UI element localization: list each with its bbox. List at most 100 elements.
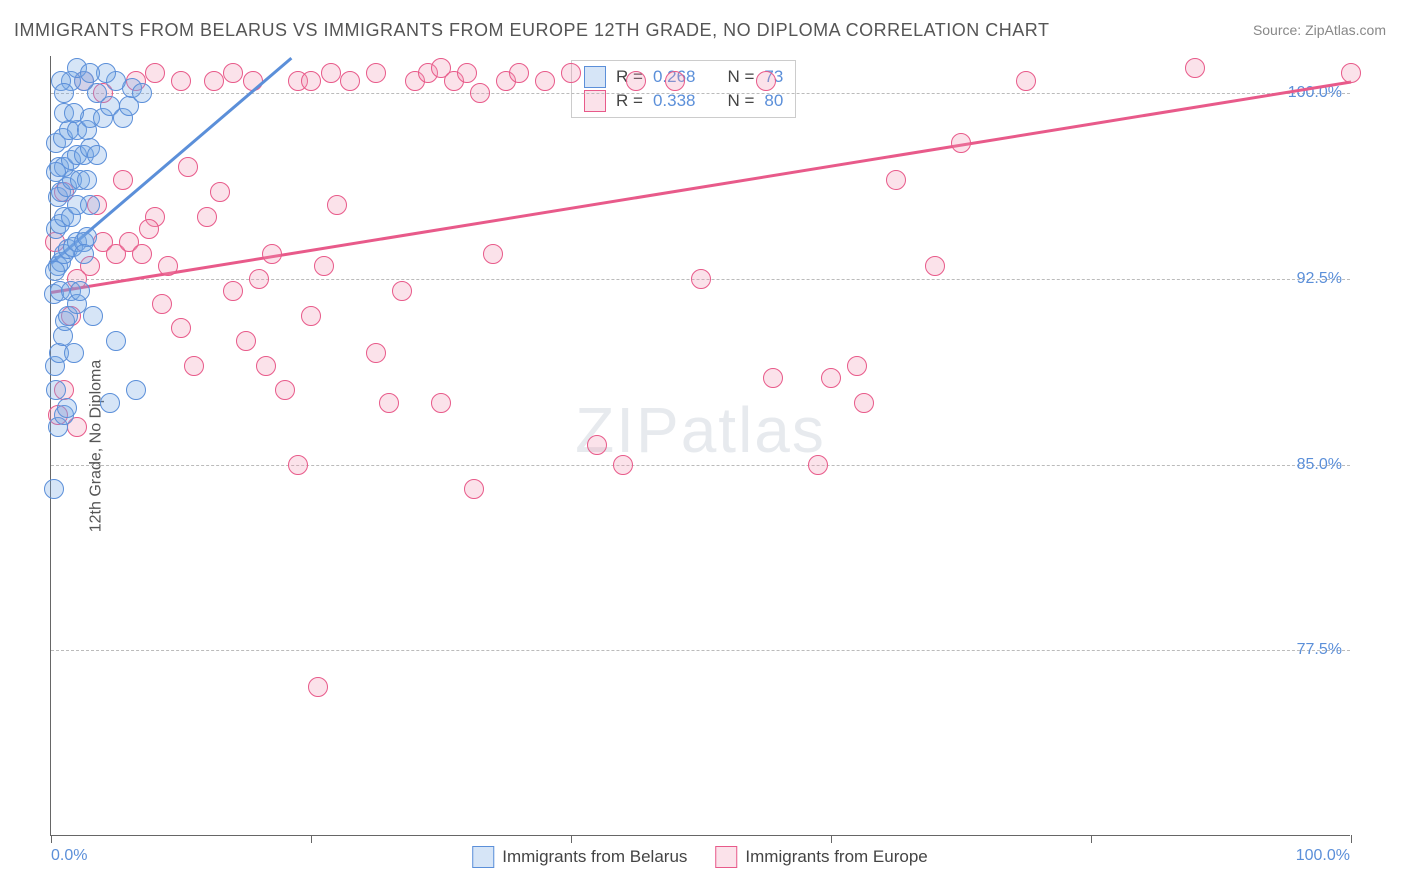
data-point	[132, 244, 152, 264]
data-point	[126, 380, 146, 400]
data-point	[366, 63, 386, 83]
data-point	[44, 479, 64, 499]
x-axis-label: 0.0%	[51, 847, 87, 865]
data-point	[262, 244, 282, 264]
data-point	[1341, 63, 1361, 83]
data-point	[54, 83, 74, 103]
data-point	[431, 393, 451, 413]
legend-swatch	[715, 846, 737, 868]
data-point	[756, 71, 776, 91]
data-point	[340, 71, 360, 91]
data-point	[561, 63, 581, 83]
legend-item: Immigrants from Belarus	[472, 846, 687, 868]
data-point	[808, 455, 828, 475]
source-attribution: Source: ZipAtlas.com	[1253, 22, 1386, 38]
data-point	[132, 83, 152, 103]
x-tick	[1091, 835, 1092, 843]
data-point	[236, 331, 256, 351]
y-tick-label: 92.5%	[1297, 270, 1342, 288]
data-point	[1016, 71, 1036, 91]
data-point	[301, 71, 321, 91]
legend-series-name: Immigrants from Belarus	[502, 847, 687, 867]
legend-swatch	[584, 66, 606, 88]
data-point	[327, 195, 347, 215]
data-point	[223, 63, 243, 83]
data-point	[886, 170, 906, 190]
data-point	[256, 356, 276, 376]
chart-container: ZIPatlas R =0.268N =73R =0.338N =80 77.5…	[50, 56, 1350, 836]
data-point	[470, 83, 490, 103]
data-point	[951, 133, 971, 153]
data-point	[204, 71, 224, 91]
data-point	[464, 479, 484, 499]
legend-swatch	[472, 846, 494, 868]
data-point	[1185, 58, 1205, 78]
data-point	[665, 71, 685, 91]
data-point	[379, 393, 399, 413]
x-tick	[311, 835, 312, 843]
data-point	[613, 455, 633, 475]
data-point	[184, 356, 204, 376]
data-point	[77, 170, 97, 190]
x-tick	[831, 835, 832, 843]
data-point	[46, 162, 66, 182]
series-legend: Immigrants from Belarus Immigrants from E…	[472, 846, 928, 868]
data-point	[587, 435, 607, 455]
data-point	[763, 368, 783, 388]
legend-series-name: Immigrants from Europe	[745, 847, 927, 867]
data-point	[249, 269, 269, 289]
data-point	[483, 244, 503, 264]
data-point	[275, 380, 295, 400]
data-point	[457, 63, 477, 83]
data-point	[100, 393, 120, 413]
data-point	[171, 71, 191, 91]
data-point	[626, 71, 646, 91]
data-point	[314, 256, 334, 276]
data-point	[509, 63, 529, 83]
data-point	[45, 261, 65, 281]
data-point	[152, 294, 172, 314]
data-point	[288, 455, 308, 475]
data-point	[178, 157, 198, 177]
x-tick	[571, 835, 572, 843]
data-point	[57, 398, 77, 418]
data-point	[535, 71, 555, 91]
y-tick-label: 77.5%	[1297, 641, 1342, 659]
data-point	[80, 195, 100, 215]
data-point	[847, 356, 867, 376]
data-point	[80, 63, 100, 83]
chart-title: IMMIGRANTS FROM BELARUS VS IMMIGRANTS FR…	[14, 20, 1049, 41]
data-point	[223, 281, 243, 301]
data-point	[392, 281, 412, 301]
data-point	[113, 170, 133, 190]
x-tick	[51, 835, 52, 843]
legend-item: Immigrants from Europe	[715, 846, 927, 868]
data-point	[70, 281, 90, 301]
data-point	[87, 145, 107, 165]
data-point	[74, 244, 94, 264]
data-point	[301, 306, 321, 326]
data-point	[854, 393, 874, 413]
data-point	[925, 256, 945, 276]
gridline	[51, 650, 1350, 651]
data-point	[139, 219, 159, 239]
gridline	[51, 465, 1350, 466]
data-point	[691, 269, 711, 289]
x-tick	[1351, 835, 1352, 843]
data-point	[158, 256, 178, 276]
data-point	[145, 63, 165, 83]
data-point	[366, 343, 386, 363]
data-point	[321, 63, 341, 83]
data-point	[106, 331, 126, 351]
watermark: ZIPatlas	[575, 393, 826, 467]
data-point	[821, 368, 841, 388]
data-point	[197, 207, 217, 227]
data-point	[171, 318, 191, 338]
x-axis-label: 100.0%	[1296, 847, 1350, 865]
data-point	[210, 182, 230, 202]
plot-area: ZIPatlas R =0.268N =73R =0.338N =80 77.5…	[50, 56, 1350, 836]
data-point	[308, 677, 328, 697]
y-tick-label: 85.0%	[1297, 456, 1342, 474]
data-point	[64, 343, 84, 363]
data-point	[83, 306, 103, 326]
